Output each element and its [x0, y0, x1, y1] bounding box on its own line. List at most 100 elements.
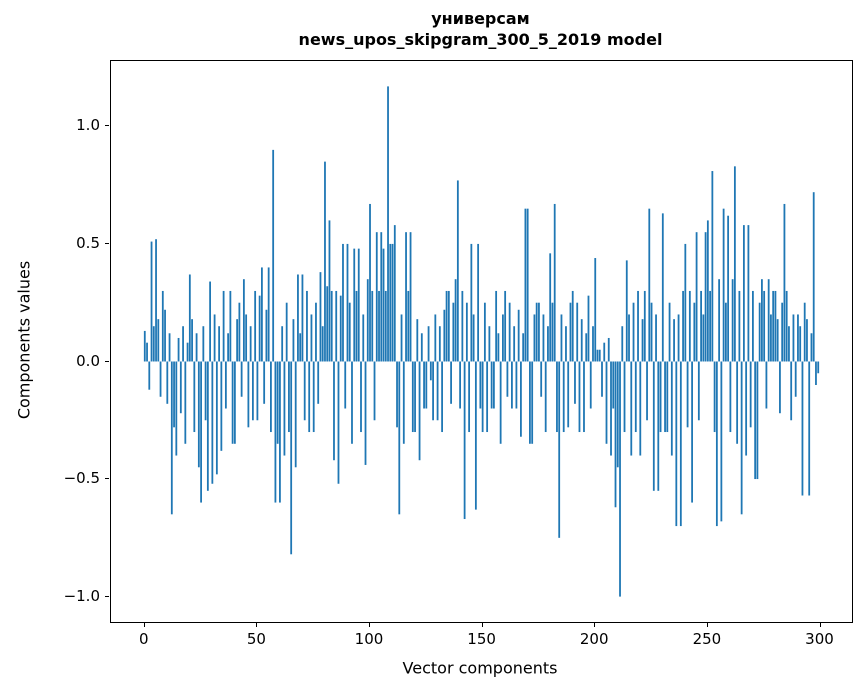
bar [436, 361, 439, 421]
x-tick-mark [369, 623, 370, 627]
bar [756, 361, 759, 480]
bar [326, 286, 329, 362]
bar [213, 314, 216, 362]
bar [204, 361, 207, 421]
bar [770, 314, 772, 362]
bar [177, 337, 180, 362]
bar [675, 361, 678, 527]
bar [817, 361, 820, 374]
bar [569, 302, 572, 362]
bar [673, 319, 675, 362]
bar [369, 203, 371, 362]
bar [524, 208, 527, 362]
bar [684, 243, 687, 362]
bar [249, 326, 252, 362]
bar [634, 361, 637, 433]
y-tick-mark [105, 125, 109, 127]
chart-subtitle: news_upos_skipgram_300_5_2019 model [298, 30, 663, 49]
bar [742, 225, 745, 362]
bar [736, 361, 739, 444]
bar [297, 274, 299, 362]
bar [666, 361, 669, 433]
bar [443, 309, 446, 362]
bars-svg [143, 86, 820, 597]
bar [571, 290, 574, 362]
bar [215, 361, 218, 475]
bar [605, 361, 608, 444]
bar [306, 290, 308, 362]
bar [483, 302, 486, 362]
bar [799, 326, 802, 362]
bar [148, 361, 151, 390]
bar [783, 203, 786, 362]
bar [238, 302, 241, 362]
bar [447, 290, 450, 362]
bar [731, 279, 734, 362]
bar [402, 361, 405, 444]
bar [290, 361, 293, 555]
bar [481, 361, 484, 433]
bar [434, 314, 437, 362]
y-tick-label: −1.0 [63, 586, 100, 605]
bar [706, 220, 709, 362]
y-tick-mark [105, 242, 109, 244]
bar [173, 361, 175, 428]
bar [389, 243, 392, 362]
bar [256, 361, 259, 421]
bar [598, 349, 601, 362]
bar [589, 361, 592, 409]
bar [578, 361, 581, 433]
bar [767, 279, 770, 362]
bar [522, 333, 525, 362]
bar [468, 361, 471, 433]
bar [270, 361, 272, 433]
bar [276, 361, 279, 444]
bar [211, 361, 214, 484]
bar [774, 290, 777, 362]
x-tick-mark [706, 623, 708, 627]
x-tick-label: 200 [579, 630, 609, 648]
bar [702, 314, 705, 362]
bar [164, 309, 166, 362]
bar [646, 361, 648, 421]
bar [364, 361, 367, 465]
bar [416, 319, 419, 362]
bar [186, 342, 189, 362]
x-tick-mark [143, 623, 145, 627]
bar [763, 290, 766, 362]
bar [747, 225, 750, 362]
bar [429, 361, 432, 381]
bar [700, 290, 702, 362]
bar [517, 309, 520, 362]
bar [733, 166, 736, 362]
bar [227, 333, 230, 362]
bar [220, 361, 223, 451]
bar [576, 302, 579, 362]
bar [727, 215, 730, 362]
x-axis-label: Vector components [402, 658, 558, 678]
bar [535, 302, 538, 362]
bar [405, 232, 407, 362]
bar [321, 326, 324, 362]
bar [445, 290, 448, 362]
bar [565, 326, 567, 362]
bar [772, 290, 775, 362]
bar [335, 290, 338, 362]
bar [806, 319, 808, 362]
x-tick-mark [594, 623, 596, 627]
bar [668, 302, 671, 362]
bar [506, 361, 509, 397]
bar [792, 314, 795, 362]
bar [456, 180, 459, 362]
bar [373, 361, 376, 421]
bar [267, 267, 270, 362]
bar [396, 361, 398, 428]
bar [251, 361, 254, 421]
bar [533, 314, 536, 362]
bar [319, 272, 322, 362]
bar [713, 361, 716, 433]
bar [538, 302, 540, 362]
bar [810, 333, 813, 362]
bar [495, 290, 498, 362]
y-tick-mark [105, 595, 109, 597]
